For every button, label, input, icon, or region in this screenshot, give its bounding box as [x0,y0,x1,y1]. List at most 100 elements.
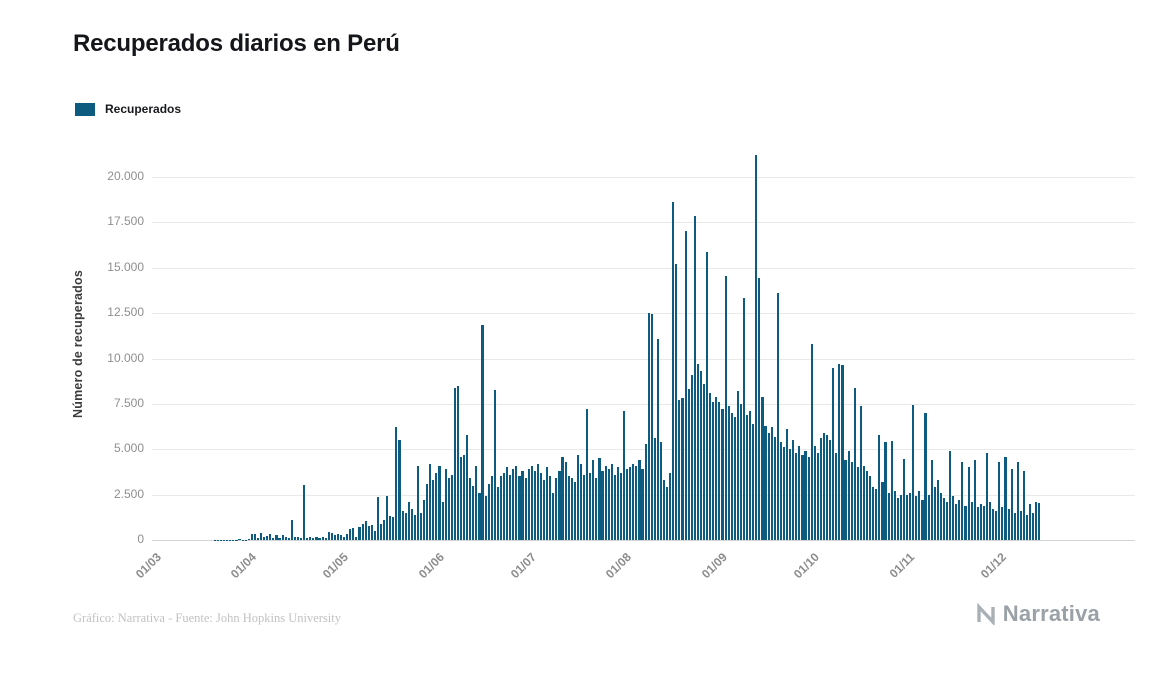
bar [349,529,352,540]
bar [306,537,309,540]
bar [973,460,976,540]
bar [1001,507,1004,540]
bar [681,398,684,540]
bar [859,405,862,540]
x-tick-label: 01/08 [602,550,635,582]
bar [238,539,241,540]
bar [807,456,810,540]
bar [1016,461,1019,540]
bar [275,535,278,540]
bar [613,474,616,540]
bar [896,498,899,540]
bar [749,411,752,540]
bar [616,467,619,540]
bar [945,501,949,540]
bar [942,498,946,540]
bar [933,487,936,540]
gridline [152,177,1135,179]
bar [653,438,656,540]
bar [444,469,447,540]
bar [810,344,813,540]
bar [346,534,349,540]
bar [327,532,330,540]
bar [844,460,847,540]
bar [496,487,499,540]
bar [650,314,653,540]
bar [921,500,924,540]
bar [970,501,973,540]
bar [727,405,730,540]
bar [906,494,909,540]
bar [438,465,441,540]
bar [361,523,364,540]
bar [835,452,838,540]
bar [899,494,902,540]
bar [989,501,992,540]
bar [512,469,515,540]
gridline [152,267,1135,269]
bar [927,494,930,540]
bar [423,500,426,540]
bar [315,537,318,540]
bar [281,534,284,540]
bar [312,538,315,540]
gridline [152,403,1135,405]
x-tick-label: 01/07 [507,550,539,582]
bar [429,463,432,540]
bar [546,467,549,540]
bar [592,460,595,540]
bar [761,396,764,540]
bar [564,461,567,540]
y-tick-label: 10.000 [107,350,144,365]
bar [395,427,398,540]
bar [1025,514,1029,540]
bar [696,363,699,540]
bar [675,264,678,540]
bar [699,371,703,540]
bar [792,440,795,540]
y-tick-label: 17.500 [107,214,144,229]
bar [918,491,921,540]
bar [992,509,995,540]
bar [816,452,819,540]
bar [416,465,420,540]
bar [450,474,453,540]
bar [343,537,346,540]
bar [856,467,859,540]
bar [373,530,376,540]
y-tick-label: 0 [137,532,144,546]
bar [533,471,536,540]
legend: Recuperados [75,102,181,116]
bar [782,447,786,540]
bar [718,402,721,540]
bar [324,538,327,540]
bar [503,472,506,540]
bar [459,456,463,540]
bar [1022,471,1026,540]
bar [453,387,456,540]
bar [752,423,755,540]
bar [392,517,395,540]
bar [595,478,598,540]
bar [413,514,416,540]
bar [321,536,324,540]
bar [1010,469,1013,540]
bar [822,432,826,540]
bar [736,391,739,540]
bar [915,496,918,540]
bar [847,451,850,540]
source-credit: Gráfico: Narrativa - Fuente: John Hopkin… [73,611,341,625]
bar [558,471,561,540]
bar [481,324,484,540]
bar [293,537,296,540]
bar [985,452,989,540]
bar [715,396,718,540]
bar [589,472,592,540]
bar [881,481,884,540]
bar [669,472,672,540]
bar [641,469,644,540]
chart-title: Recuperados diarios en Perú [73,30,400,57]
bar [441,501,444,540]
bar [909,492,912,540]
